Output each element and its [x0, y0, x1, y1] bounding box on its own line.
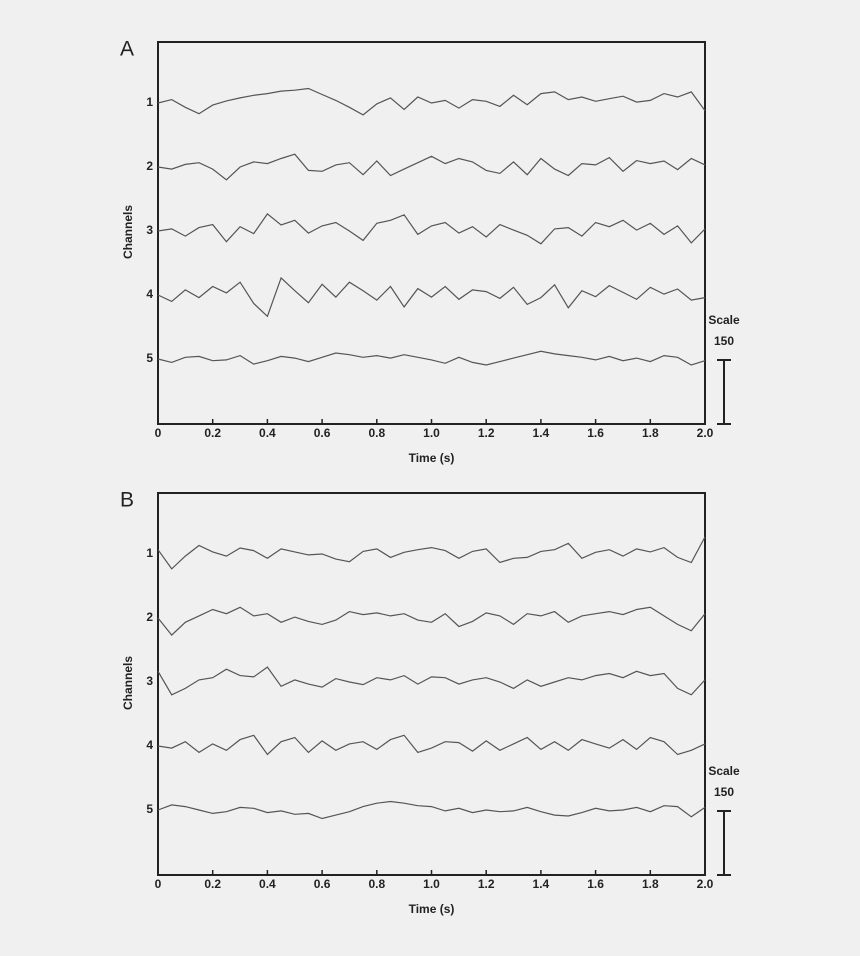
- trace: [157, 536, 706, 570]
- y-axis-label: Channels: [121, 656, 135, 710]
- channel-label: 1: [146, 95, 153, 109]
- scale-value: 150: [714, 334, 734, 348]
- x-tick-label: 0.4: [259, 877, 276, 891]
- trace: [157, 734, 706, 756]
- scale-label: Scale: [708, 764, 740, 778]
- trace: [157, 153, 706, 181]
- trace: [157, 800, 706, 820]
- x-tick-label: 0.8: [368, 877, 385, 891]
- trace: [157, 276, 706, 318]
- plot-area: [157, 41, 706, 425]
- x-tick-label: 0.6: [314, 877, 331, 891]
- channel-label: 4: [146, 287, 153, 301]
- trace: [157, 87, 706, 116]
- x-tick-label: 1.2: [478, 877, 495, 891]
- panel-label: B: [120, 489, 134, 512]
- x-tick-label: 0: [155, 426, 162, 440]
- trace: [157, 666, 706, 696]
- channel-label: 3: [146, 674, 153, 688]
- channel-label: 4: [146, 738, 153, 752]
- x-tick-label: 1.0: [423, 426, 440, 440]
- trace: [157, 350, 706, 366]
- plot-area: [157, 492, 706, 876]
- x-tick-label: 0.4: [259, 426, 276, 440]
- x-tick-label: 1.8: [642, 877, 659, 891]
- channel-label: 1: [146, 546, 153, 560]
- x-tick-label: 1.4: [533, 877, 550, 891]
- x-tick-label: 1.8: [642, 426, 659, 440]
- x-tick-label: 2.0: [697, 426, 714, 440]
- x-tick-label: 1.4: [533, 426, 550, 440]
- x-tick-label: 0: [155, 877, 162, 891]
- x-tick-label: 1.0: [423, 877, 440, 891]
- x-tick-label: 1.6: [587, 877, 604, 891]
- scale-label: Scale: [708, 313, 740, 327]
- scale-value: 150: [714, 785, 734, 799]
- channel-label: 2: [146, 610, 153, 624]
- trace: [157, 606, 706, 636]
- channel-label: 3: [146, 223, 153, 237]
- x-tick-label: 0.2: [204, 426, 221, 440]
- x-tick-label: 1.6: [587, 426, 604, 440]
- x-tick-label: 0.6: [314, 426, 331, 440]
- channel-label: 2: [146, 159, 153, 173]
- x-tick-label: 1.2: [478, 426, 495, 440]
- panel-label: A: [120, 38, 134, 61]
- x-tick-label: 0.2: [204, 877, 221, 891]
- channel-label: 5: [146, 351, 153, 365]
- x-tick-label: 0.8: [368, 426, 385, 440]
- x-axis-label: Time (s): [409, 451, 455, 465]
- trace: [157, 213, 706, 245]
- x-axis-label: Time (s): [409, 902, 455, 916]
- channel-label: 5: [146, 802, 153, 816]
- x-tick-label: 2.0: [697, 877, 714, 891]
- y-axis-label: Channels: [121, 205, 135, 259]
